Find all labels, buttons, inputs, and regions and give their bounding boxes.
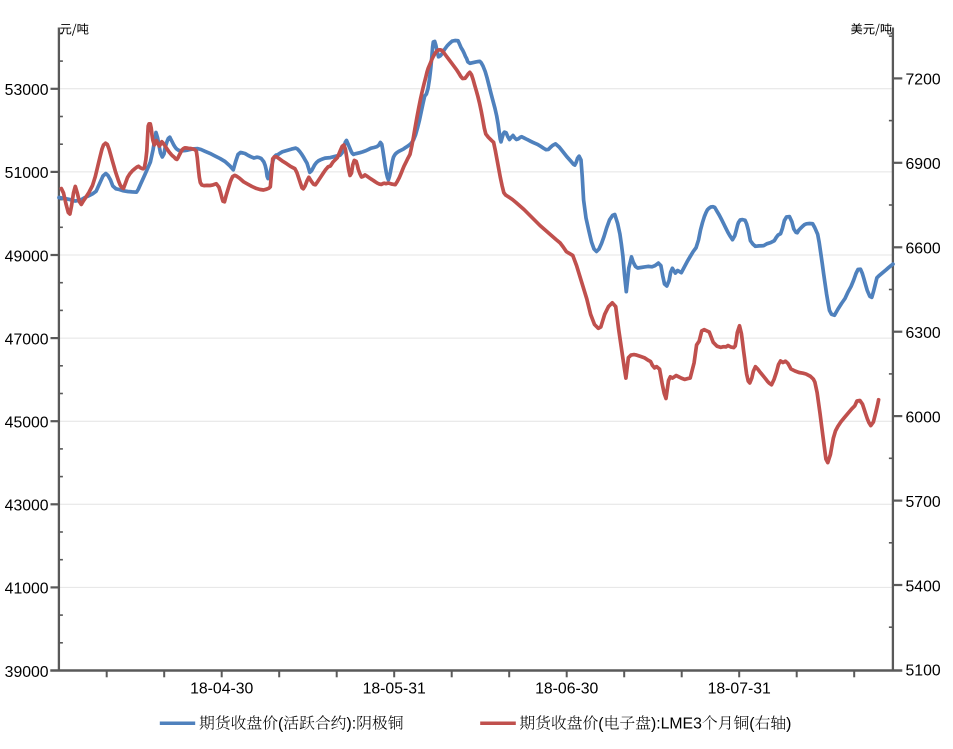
svg-text:6900: 6900 (906, 156, 941, 173)
svg-text:):LME3: ):LME3 (651, 716, 702, 733)
svg-text:6300: 6300 (906, 325, 941, 342)
svg-text:):: ): (346, 716, 356, 733)
svg-text:5700: 5700 (906, 494, 941, 511)
svg-text:18-07-31: 18-07-31 (708, 681, 771, 698)
svg-text:43000: 43000 (5, 498, 49, 515)
svg-text:53000: 53000 (5, 82, 49, 99)
svg-text:18-04-30: 18-04-30 (190, 681, 253, 698)
svg-text:49000: 49000 (5, 248, 49, 265)
svg-text:51000: 51000 (5, 165, 49, 182)
svg-text:): ) (786, 716, 791, 733)
svg-text:6000: 6000 (906, 409, 941, 426)
svg-text:18-05-31: 18-05-31 (363, 681, 426, 698)
svg-text:45000: 45000 (5, 415, 49, 432)
svg-text:(: ( (598, 716, 604, 733)
svg-text:41000: 41000 (5, 581, 49, 598)
svg-text:5400: 5400 (906, 578, 941, 595)
svg-text:18-06-30: 18-06-30 (535, 681, 598, 698)
svg-text:39000: 39000 (5, 664, 49, 681)
svg-text:5100: 5100 (906, 663, 941, 680)
svg-text:6600: 6600 (906, 241, 941, 258)
svg-text:47000: 47000 (5, 331, 49, 348)
svg-text:(: ( (749, 716, 755, 733)
svg-text:7200: 7200 (906, 72, 941, 89)
svg-text:(: ( (278, 716, 284, 733)
